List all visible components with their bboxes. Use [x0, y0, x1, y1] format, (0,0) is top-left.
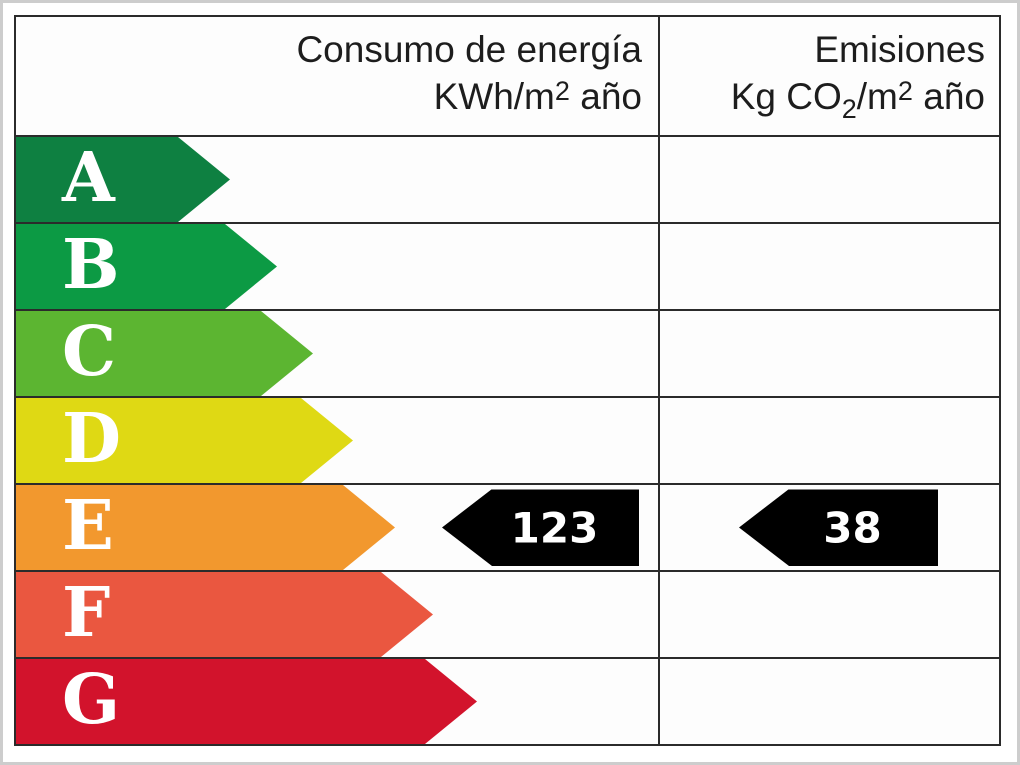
consumption-header-unit: KWh/m2 año [433, 76, 642, 117]
rating-row-a: A [16, 135, 999, 222]
emissions-value: 38 [823, 503, 882, 552]
rating-row-f: F [16, 570, 999, 657]
rating-row-e: E 123 38 [16, 483, 999, 570]
rating-band-c: C [16, 311, 313, 396]
subscript-2: 2 [841, 94, 857, 124]
emissions-column-header: Emisiones Kg CO2/m2 año [660, 17, 999, 135]
rating-letter-f: F [62, 572, 111, 653]
superscript-2: 2 [554, 76, 570, 106]
superscript-2: 2 [897, 76, 913, 106]
rating-letter-d: D [62, 398, 121, 479]
rating-band-a: A [16, 137, 230, 222]
rating-letter-c: C [62, 311, 117, 392]
rating-band-g: G [16, 659, 477, 744]
rating-band-b: B [16, 224, 277, 309]
rating-letter-a: A [62, 137, 115, 218]
rating-row-d: D [16, 396, 999, 483]
rating-letter-e: E [62, 485, 114, 566]
consumption-header-title: Consumo de energía [296, 29, 642, 70]
rating-band-f: F [16, 572, 433, 657]
rating-row-c: C [16, 309, 999, 396]
consumption-value: 123 [510, 503, 599, 552]
rating-band-e: E [16, 485, 395, 570]
consumption-column-header: Consumo de energía KWh/m2 año [16, 17, 660, 135]
emissions-header-unit: Kg CO2/m2 año [730, 76, 985, 124]
table-header-row: Consumo de energía KWh/m2 año Emisiones K… [16, 17, 999, 135]
emissions-value-arrow: 38 [739, 489, 938, 566]
column-divider-line [658, 135, 660, 744]
rating-band-d: D [16, 398, 353, 483]
rating-letter-g: G [62, 659, 121, 740]
consumption-value-arrow: 123 [442, 489, 639, 566]
rating-letter-b: B [62, 224, 120, 305]
rating-row-g: G [16, 657, 999, 744]
energy-certificate-table: Consumo de energía KWh/m2 año Emisiones K… [14, 15, 1001, 746]
rating-row-b: B [16, 222, 999, 309]
emissions-header-title: Emisiones [814, 29, 985, 70]
